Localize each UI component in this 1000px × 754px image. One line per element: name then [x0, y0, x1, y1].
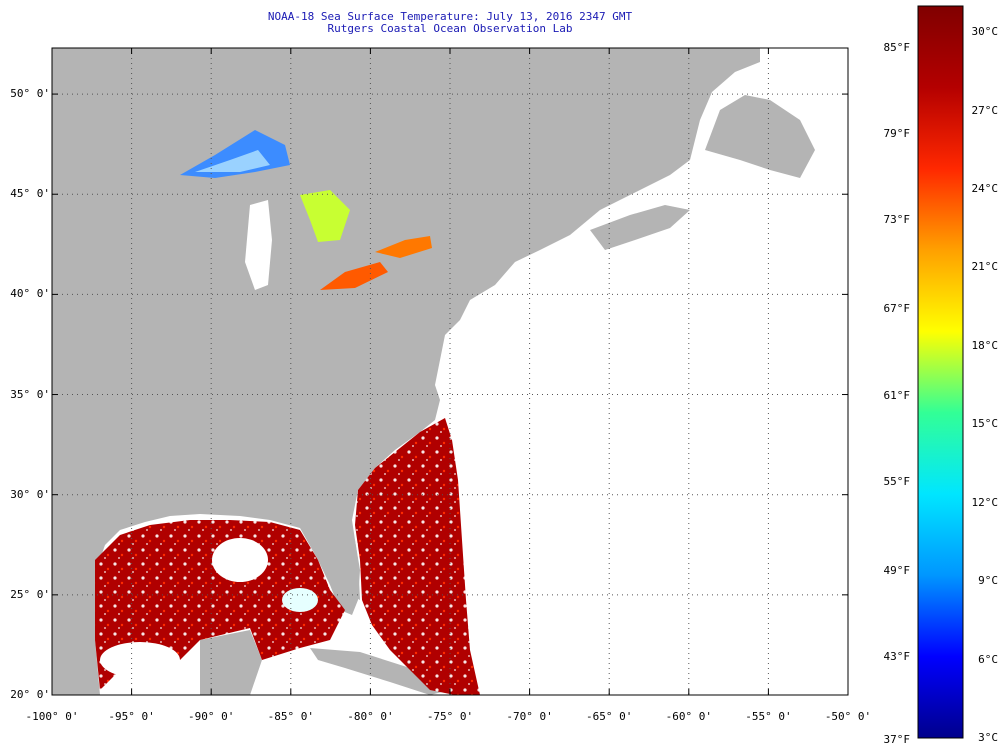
colorbar-label-celsius: 12°C — [971, 495, 999, 509]
lat-label: 20° 0' — [10, 688, 50, 701]
land-atlantic-canada — [705, 95, 815, 178]
lon-label: -70° 0' — [506, 710, 553, 723]
lon-label: -95° 0' — [108, 710, 155, 723]
lon-label: -85° 0' — [267, 710, 314, 723]
colorbar-label-celsius: 24°C — [971, 182, 999, 195]
colorbar-label-fahrenheit: 73°F — [883, 213, 911, 227]
lake-erie — [320, 262, 388, 290]
lake-superior-cold — [195, 150, 270, 172]
colorbar-label-celsius: 18°C — [971, 338, 999, 352]
colorbar-label-celsius: 30°C — [971, 25, 999, 39]
colorbar-label-fahrenheit: 67°F — [883, 302, 911, 316]
lake-ontario — [375, 236, 432, 258]
lat-label: 50° 0' — [10, 87, 50, 101]
map-subtitle: Rutgers Coastal Ocean Observation Lab — [327, 22, 573, 35]
colorbar-label-fahrenheit: 43°F — [883, 649, 911, 663]
cloud-gap — [100, 642, 180, 678]
colorbar-label-celsius: 21°C — [971, 260, 999, 274]
colorbar-label-fahrenheit: 55°F — [883, 474, 911, 488]
colorbar-label-fahrenheit: 37°F — [883, 733, 911, 746]
colorbar — [917, 5, 964, 739]
lon-label: -90° 0' — [188, 710, 235, 723]
land-florida — [300, 525, 360, 615]
cloud-gap — [212, 538, 268, 582]
lat-label: 45° 0' — [10, 187, 50, 201]
lon-label: -55° 0' — [745, 710, 792, 723]
lat-label: 30° 0' — [10, 487, 50, 501]
sst-atlantic-gulf-stream — [355, 418, 480, 695]
lake-huron — [300, 190, 350, 242]
colorbar-label-celsius: 15°C — [971, 417, 999, 431]
colorbar-label-fahrenheit: 79°F — [883, 127, 911, 141]
colorbar-label-celsius: 27°C — [971, 103, 999, 117]
lake-michigan — [245, 200, 272, 290]
lat-label: 35° 0' — [10, 387, 50, 401]
colorbar-label-celsius: 6°C — [978, 652, 998, 666]
map-border — [51, 47, 849, 696]
lat-label: 40° 0' — [10, 287, 50, 301]
lon-label: -75° 0' — [426, 710, 474, 723]
map-layers — [52, 48, 848, 695]
lon-label: -100° 0' — [25, 710, 79, 723]
land-nova-scotia — [590, 205, 690, 250]
map-title: NOAA-18 Sea Surface Temperature: July 13… — [267, 10, 633, 23]
lat-label: 25° 0' — [10, 587, 50, 601]
colorbar-label-fahrenheit: 61°F — [883, 388, 911, 402]
colorbar-label-fahrenheit: 49°F — [883, 563, 911, 577]
lon-label: -60° 0' — [665, 710, 712, 723]
colorbar-label-celsius: 3°C — [978, 731, 998, 744]
land-yucatan — [200, 630, 262, 695]
cloud-gap — [282, 588, 318, 612]
lon-label: -80° 0' — [347, 710, 394, 723]
colorbar-label-celsius: 9°C — [978, 574, 998, 588]
land-north-america — [52, 48, 760, 695]
land-cuba — [310, 648, 450, 695]
colorbar-label-fahrenheit: 85°F — [883, 40, 911, 54]
lon-label: -65° 0' — [586, 710, 633, 723]
lon-label: -50° 0' — [824, 710, 872, 723]
